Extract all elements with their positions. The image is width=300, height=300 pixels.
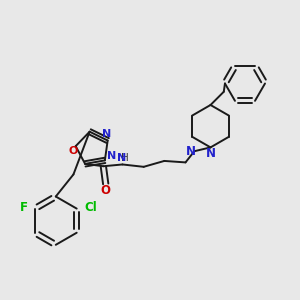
Text: Cl: Cl	[84, 201, 97, 214]
Text: N: N	[186, 145, 196, 158]
Text: H: H	[121, 153, 129, 163]
Text: O: O	[101, 184, 111, 197]
Text: F: F	[20, 201, 28, 214]
Text: N: N	[206, 147, 215, 161]
Text: O: O	[68, 146, 77, 157]
Text: N: N	[107, 151, 116, 161]
Text: N: N	[102, 129, 111, 139]
Text: N: N	[117, 153, 126, 163]
